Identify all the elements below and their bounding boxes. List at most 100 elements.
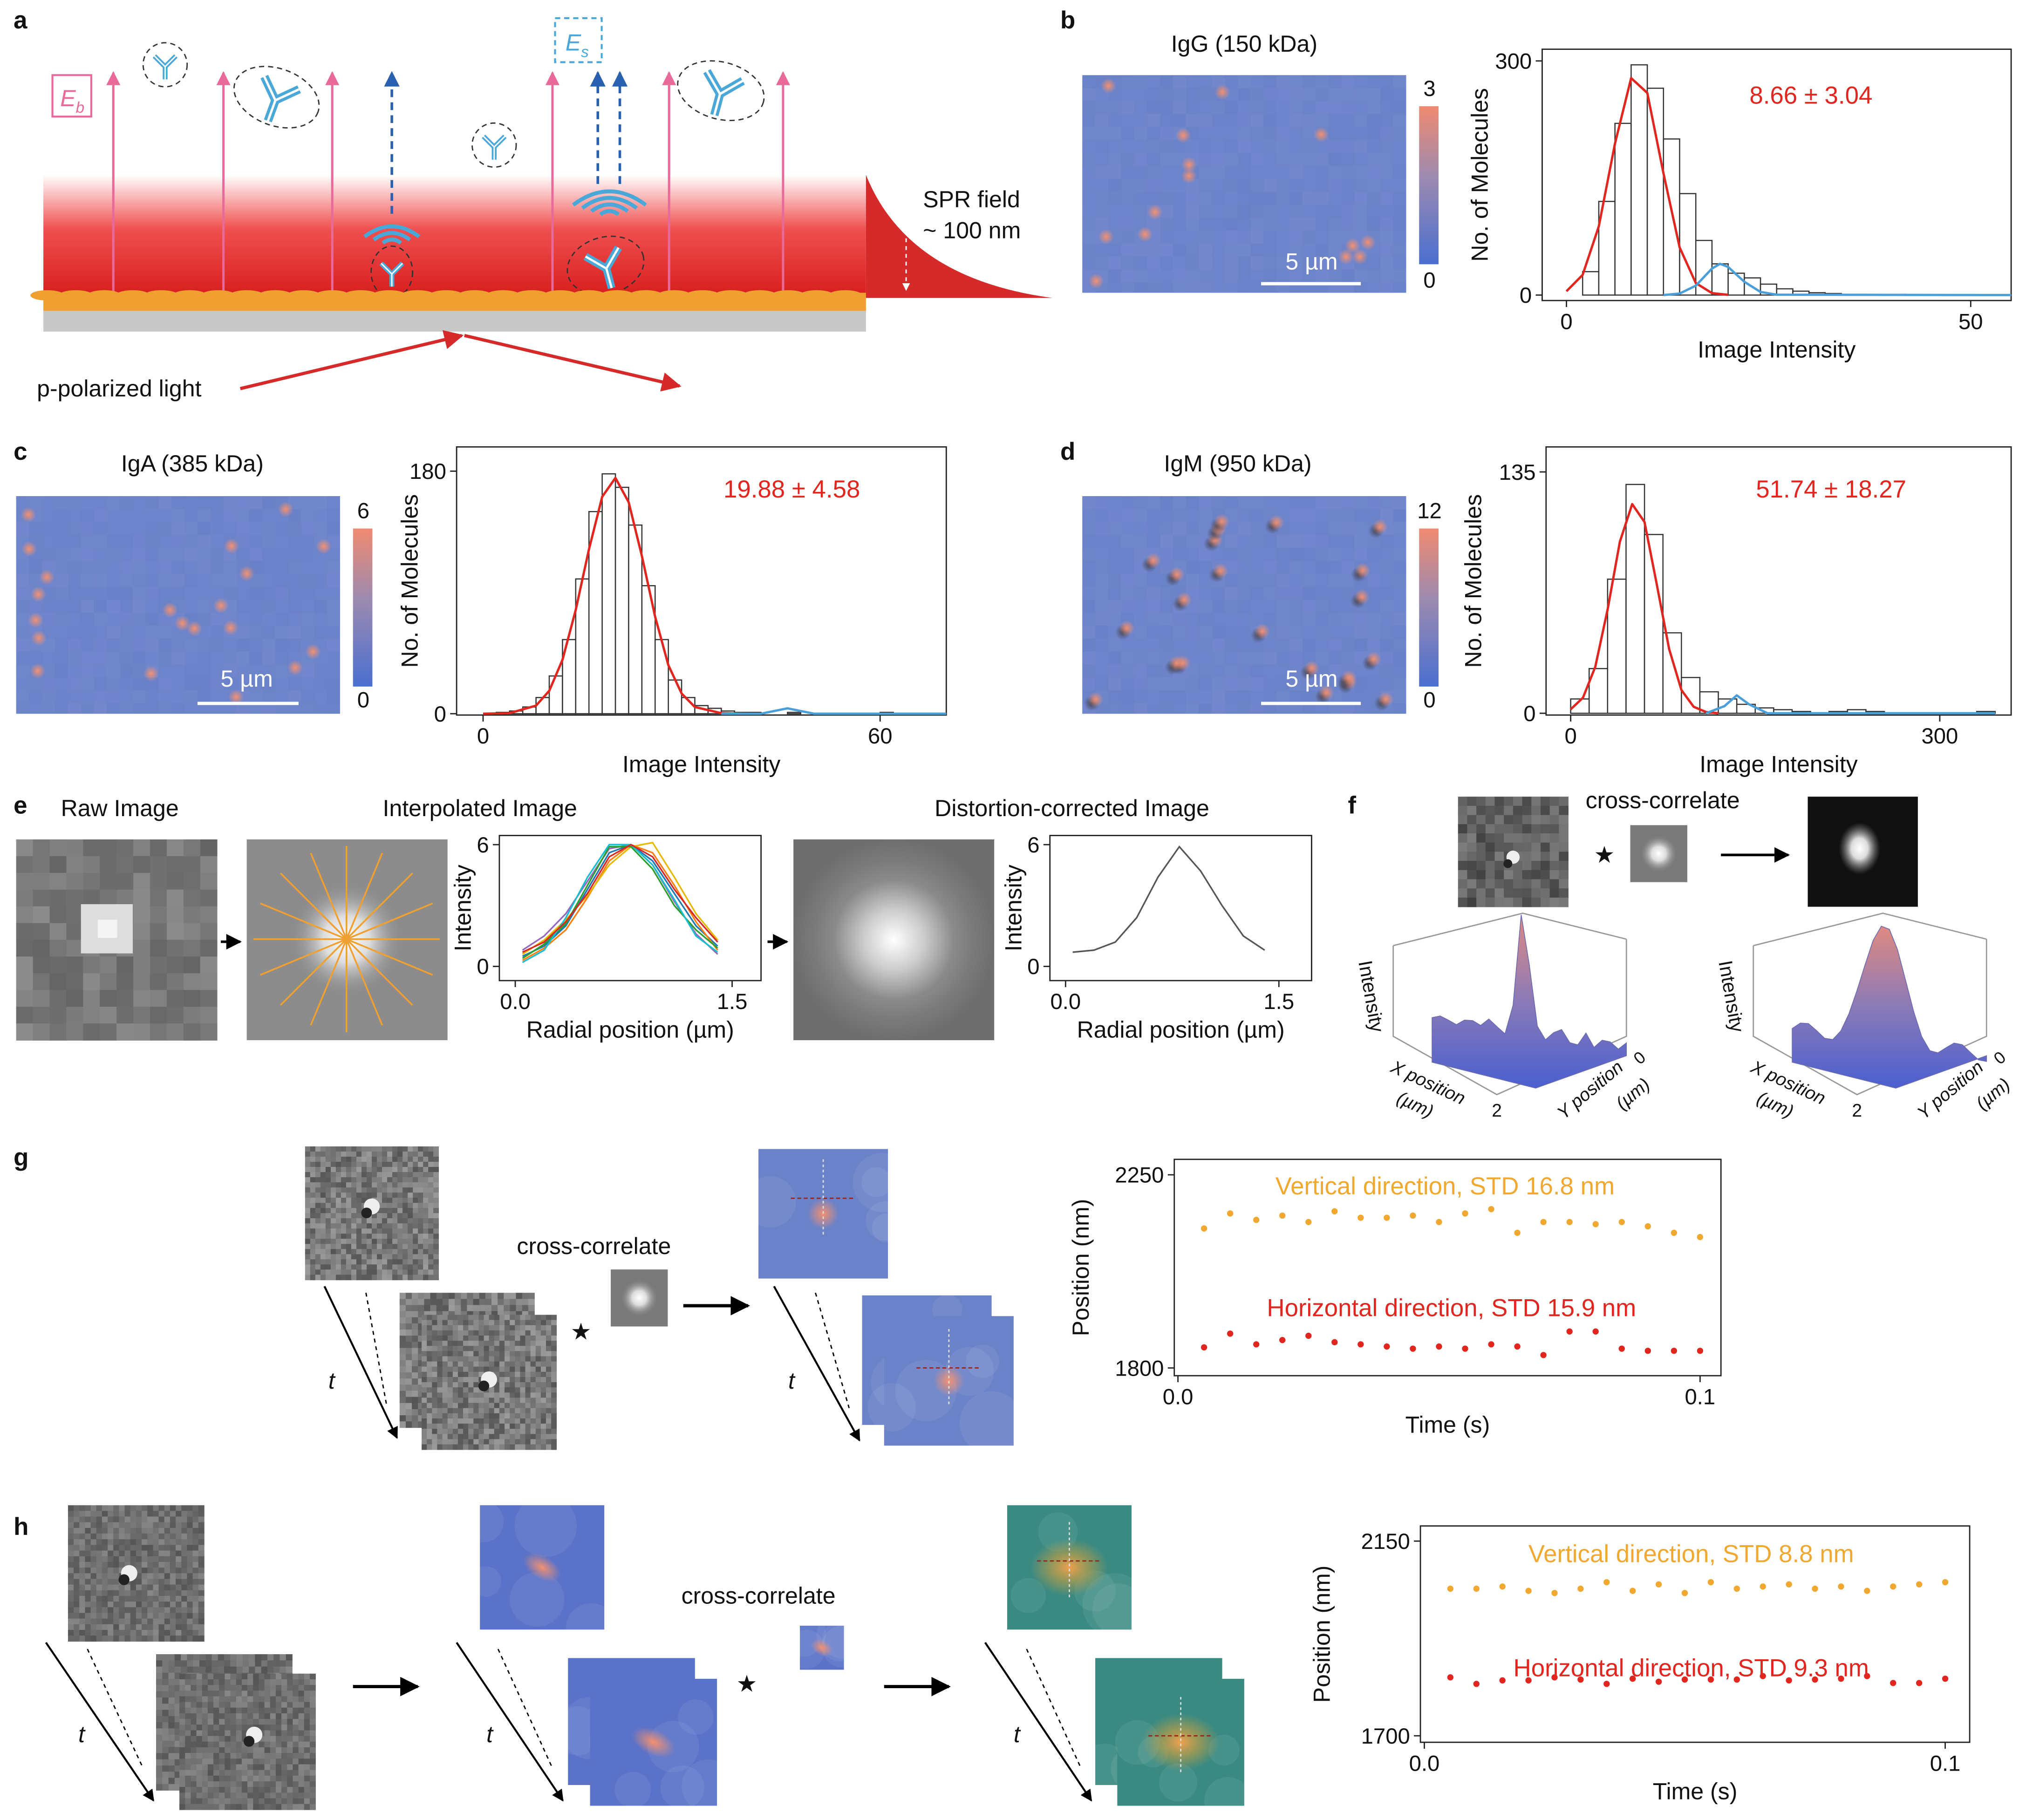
- pixel: [198, 1539, 205, 1546]
- pixel: [346, 1208, 352, 1214]
- pixel: [1467, 797, 1477, 806]
- panel-label: d: [1060, 438, 1075, 465]
- pixel: [219, 1713, 225, 1719]
- pixel: [49, 923, 67, 941]
- pixel: [230, 1793, 237, 1799]
- pixel: [85, 1550, 91, 1557]
- pixel: [392, 1213, 398, 1219]
- pixel: [341, 1193, 347, 1198]
- pixel: [399, 1336, 406, 1343]
- pixel: [437, 1387, 443, 1393]
- micrograph-pixel: [275, 548, 288, 561]
- pixel: [551, 1429, 557, 1435]
- spr-label: SPR field: [923, 186, 1020, 212]
- pixel: [413, 1234, 418, 1240]
- pixel: [230, 1713, 237, 1719]
- texture: [867, 1383, 916, 1431]
- pixel: [213, 1804, 220, 1810]
- micrograph-pixel: [1328, 651, 1342, 665]
- pixel: [546, 1330, 552, 1336]
- pixel: [463, 1408, 469, 1414]
- pixel: [136, 1607, 142, 1614]
- particle: [228, 689, 244, 705]
- micrograph-pixel: [120, 600, 133, 613]
- micrograph-pixel: [1108, 140, 1121, 153]
- micrograph-pixel: [1250, 677, 1264, 691]
- micrograph-pixel: [29, 690, 42, 703]
- pixel: [1467, 870, 1477, 880]
- pixel: [422, 1434, 428, 1440]
- pixel: [397, 1264, 403, 1270]
- micrograph-pixel: [210, 535, 224, 548]
- axes-box: [1392, 913, 1627, 1096]
- pixel: [207, 1736, 214, 1742]
- micrograph-pixel: [288, 535, 301, 548]
- pixel: [540, 1361, 546, 1367]
- pixel: [372, 1264, 377, 1270]
- micrograph-pixel: [1303, 101, 1316, 114]
- pixel: [473, 1293, 480, 1300]
- pixel: [515, 1356, 521, 1362]
- pixel: [515, 1366, 521, 1372]
- pixel: [130, 1539, 136, 1546]
- pixel: [468, 1434, 474, 1440]
- pixel: [156, 1685, 163, 1692]
- particle: [1214, 513, 1230, 530]
- pixel: [442, 1408, 448, 1414]
- micrograph-pixel: [1263, 548, 1277, 561]
- pixel: [315, 1193, 321, 1198]
- pixel: [325, 1244, 331, 1250]
- pixel: [499, 1429, 505, 1435]
- pixel: [520, 1341, 526, 1347]
- pixel: [176, 1590, 182, 1596]
- micrograph-pixel: [120, 548, 133, 561]
- pixel: [176, 1613, 182, 1619]
- pixel: [147, 1584, 154, 1591]
- pixel: [168, 1728, 175, 1735]
- pixel: [181, 1568, 188, 1574]
- micrograph-pixel: [1237, 690, 1251, 703]
- micrograph-pixel: [1121, 269, 1134, 283]
- pixel: [187, 1568, 193, 1574]
- pixel: [515, 1377, 521, 1383]
- micrograph-pixel: [1380, 243, 1393, 257]
- micrograph-pixel: [1367, 101, 1380, 114]
- pixel: [330, 1172, 336, 1178]
- pixel: [442, 1444, 448, 1450]
- micrograph-pixel: [42, 703, 55, 714]
- pixel: [202, 1673, 208, 1680]
- pixel: [225, 1764, 231, 1771]
- pixel: [133, 973, 150, 991]
- pixel: [213, 1775, 220, 1782]
- pixel: [478, 1439, 484, 1445]
- micrograph-pixel: [120, 664, 133, 678]
- pixel: [422, 1387, 428, 1393]
- pixel: [1458, 797, 1468, 806]
- pixel: [499, 1325, 505, 1331]
- micrograph-pixel: [68, 626, 81, 639]
- pixel: [133, 856, 150, 873]
- micrograph-pixel: [1380, 88, 1393, 101]
- pixel: [433, 1244, 439, 1250]
- micrograph-pixel: [1393, 88, 1406, 101]
- micrograph-pixel: [236, 626, 250, 639]
- micrograph-pixel: [197, 664, 211, 678]
- pixel: [346, 1146, 352, 1152]
- pixel: [236, 1759, 242, 1765]
- pixel: [341, 1208, 347, 1214]
- pixel: [185, 1696, 191, 1703]
- pixel: [153, 1556, 159, 1562]
- pixel: [535, 1361, 541, 1367]
- micrograph-pixel: [1186, 509, 1199, 522]
- pixel: [176, 1636, 182, 1642]
- pixel: [168, 1734, 175, 1741]
- micrograph-pixel: [275, 626, 288, 639]
- pixel: [315, 1275, 321, 1281]
- micrograph-pixel: [1225, 690, 1238, 703]
- radial-line: [346, 852, 383, 940]
- pixel: [351, 1269, 357, 1275]
- pixel: [468, 1356, 474, 1362]
- pixel: [367, 1254, 372, 1260]
- micrograph-pixel: [1186, 218, 1199, 231]
- micrograph-pixel: [1380, 165, 1393, 179]
